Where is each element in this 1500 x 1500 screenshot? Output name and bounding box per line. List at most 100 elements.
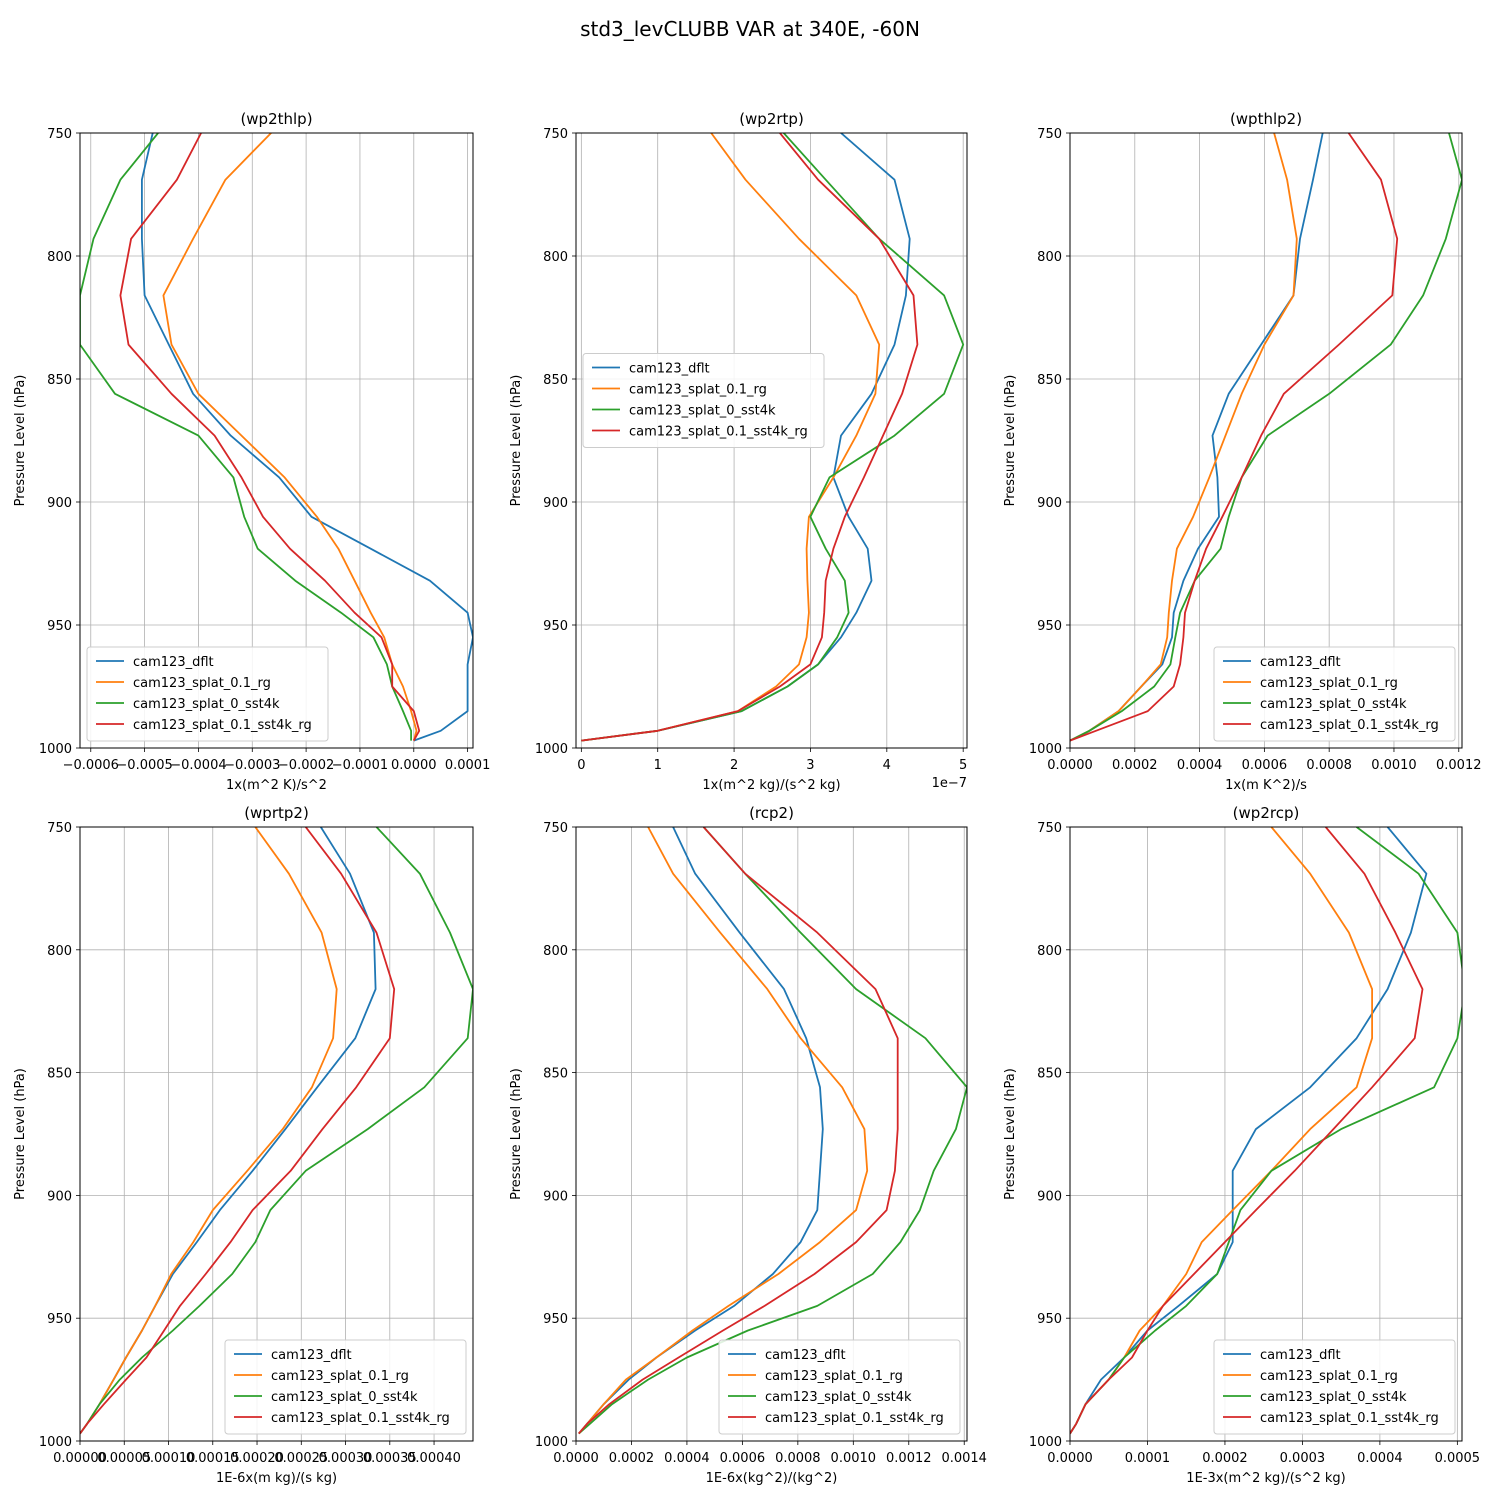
x-tick-label: 0.0000 (391, 758, 437, 773)
y-tick-label: 950 (47, 619, 72, 634)
x-axis-label: 1E-6x(kg^2)/(kg^2) (706, 1471, 838, 1486)
y-tick-label: 800 (1037, 944, 1062, 959)
y-axis-label: Pressure Level (hPa) (1003, 1068, 1018, 1200)
y-tick-label: 950 (47, 1312, 72, 1327)
y-tick-label: 750 (1037, 821, 1062, 836)
subplot-title: (wp2rcp) (1233, 804, 1300, 822)
series-line-cam123_splat_0.1_rg (80, 827, 338, 1435)
y-tick-label: 800 (543, 250, 568, 265)
y-tick-label: 950 (1037, 619, 1062, 634)
x-axis-label: 1x(m K^2)/s (1225, 778, 1307, 793)
series-line-cam123_splat_0.1_sst4k_rg (578, 827, 899, 1435)
y-tick-label: 1000 (1029, 1435, 1062, 1450)
y-tick-label: 900 (543, 1189, 568, 1204)
x-tick-label: 0.0004 (664, 1451, 710, 1466)
y-tick-label: 850 (47, 1067, 72, 1082)
y-tick-label: 900 (1037, 1189, 1062, 1204)
x-tick-label: 0.0000 (553, 1451, 599, 1466)
subplot-grid: −0.0006−0.0005−0.0004−0.0003−0.0002−0.00… (13, 110, 1482, 1486)
series-line-cam123_splat_0.1_rg (581, 133, 881, 742)
series-line-cam123_splat_0.1_rg (162, 133, 418, 741)
series-line-cam123_splat_0.1_sst4k_rg (581, 133, 919, 742)
axes-frame (1069, 826, 1463, 1442)
y-tick-label: 900 (47, 496, 72, 511)
x-tick-label: 5 (959, 758, 967, 773)
x-offset-label: 1e−7 (932, 776, 967, 791)
x-tick-label: −0.0006 (63, 758, 119, 773)
y-tick-label: 1000 (1029, 742, 1062, 757)
y-tick-label: 1000 (39, 1435, 72, 1450)
x-tick-label: 0.00025 (274, 1451, 328, 1466)
x-tick-label: −0.0002 (278, 758, 334, 773)
x-tick-label: 0.00015 (186, 1451, 240, 1466)
x-tick-label: −0.0001 (332, 758, 388, 773)
legend-box (718, 1339, 961, 1435)
x-tick-label: 0.0005 (1435, 1451, 1481, 1466)
legend-label: cam123_dflt (629, 362, 710, 377)
x-tick-label: −0.0005 (116, 758, 172, 773)
x-tick-label: 0.0002 (1112, 758, 1158, 773)
legend-label: cam123_dflt (271, 1348, 352, 1363)
y-tick-label: 900 (543, 496, 568, 511)
legend-box (224, 1339, 467, 1435)
x-axis-label: 1x(m^2 kg)/(s^2 kg) (702, 778, 840, 793)
x-tick-label: 1 (654, 758, 662, 773)
series-line-cam123_splat_0_sst4k (80, 133, 413, 741)
x-tick-label: 0.0010 (1371, 758, 1417, 773)
legend-label: cam123_splat_0.1_rg (1260, 676, 1398, 691)
x-tick-label: 0.0003 (1280, 1451, 1326, 1466)
y-axis-label: Pressure Level (hPa) (13, 375, 28, 507)
series-line-cam123_dflt (140, 133, 473, 742)
y-tick-label: 800 (47, 250, 72, 265)
subplot-title: (wpthlp2) (1230, 110, 1302, 128)
legend: cam123_dflt cam123_splat_0.1_rg cam123_spl… (224, 1339, 467, 1435)
y-tick-label: 750 (47, 127, 72, 142)
x-tick-label: 0.0004 (1357, 1451, 1403, 1466)
x-tick-label: −0.0003 (224, 758, 280, 773)
x-tick-label: 0 (577, 758, 585, 773)
plot-area (576, 827, 967, 1441)
axes-frame (575, 132, 968, 749)
x-tick-label: 0.0006 (720, 1451, 766, 1466)
legend-label: cam123_splat_0.1_sst4k_rg (629, 425, 808, 440)
series-line-cam123_splat_0_sst4k (80, 827, 473, 1435)
y-tick-label: 800 (1037, 250, 1062, 265)
subplot-1: −0.0006−0.0005−0.0004−0.0003−0.0002−0.00… (13, 110, 490, 793)
legend-label: cam123_splat_0.1_sst4k_rg (1260, 1411, 1439, 1426)
legend-label: cam123_splat_0_sst4k (629, 404, 776, 419)
legend-label: cam123_splat_0_sst4k (765, 1390, 912, 1405)
x-tick-label: 0.0004 (1177, 758, 1223, 773)
y-tick-label: 850 (1037, 373, 1062, 388)
y-axis-label: Pressure Level (hPa) (13, 1068, 28, 1200)
legend-label: cam123_splat_0.1_rg (133, 676, 271, 691)
x-tick-label: 0.00010 (142, 1451, 196, 1466)
legend-label: cam123_dflt (1260, 1348, 1341, 1363)
plot-area (80, 827, 473, 1441)
x-tick-label: 0.0000 (1047, 758, 1093, 773)
y-tick-label: 900 (47, 1189, 72, 1204)
x-axis-label: 1E-3x(m^2 kg)/(s^2 kg) (1186, 1471, 1345, 1486)
legend-label: cam123_splat_0.1_rg (629, 383, 767, 398)
y-tick-label: 850 (47, 373, 72, 388)
x-tick-label: 0.00000 (53, 1451, 107, 1466)
y-tick-label: 850 (543, 1067, 568, 1082)
y-tick-label: 750 (1037, 127, 1062, 142)
x-tick-label: 0.0001 (1125, 1451, 1171, 1466)
series-line-cam123_splat_0.1_rg (1070, 133, 1298, 742)
series-line-cam123_splat_0_sst4k (578, 827, 967, 1435)
legend: cam123_dflt cam123_splat_0.1_rg cam123_spl… (1213, 646, 1456, 742)
subplot-title: (wprtp2) (244, 804, 309, 822)
legend-label: cam123_splat_0_sst4k (271, 1390, 418, 1405)
legend-label: cam123_splat_0_sst4k (1260, 1390, 1407, 1405)
x-tick-label: 4 (883, 758, 891, 773)
y-tick-label: 1000 (535, 742, 568, 757)
legend-box (582, 353, 825, 448)
legend-box (86, 646, 329, 742)
x-tick-label: 0.0008 (1306, 758, 1352, 773)
y-tick-label: 950 (1037, 1312, 1062, 1327)
legend-label: cam123_dflt (133, 655, 214, 670)
series-line-cam123_dflt (578, 827, 824, 1435)
y-tick-label: 1000 (39, 742, 72, 757)
axes-frame (79, 826, 474, 1442)
x-tick-label: 0.0006 (1242, 758, 1288, 773)
